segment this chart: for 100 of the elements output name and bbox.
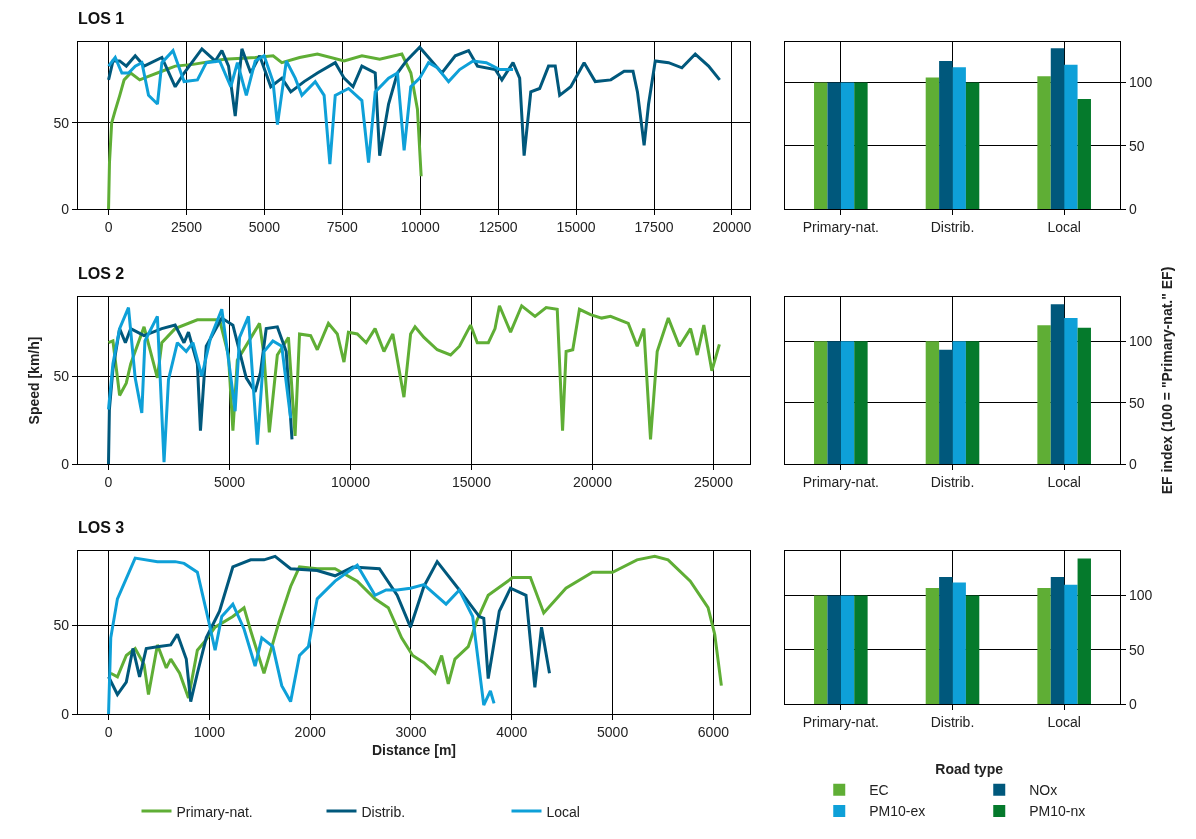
x-tick-label: 25000 bbox=[693, 474, 734, 490]
x-tick-label: 15000 bbox=[452, 474, 492, 490]
x-tick-label: 7500 bbox=[326, 219, 359, 235]
line-series bbox=[109, 554, 723, 700]
bar bbox=[840, 341, 855, 464]
bar bbox=[925, 587, 940, 704]
y-tick-label: 0 bbox=[1129, 695, 1137, 712]
x-tick-label: 2500 bbox=[170, 219, 203, 235]
bar bbox=[1037, 76, 1051, 209]
bar bbox=[965, 595, 980, 704]
x-tick-label: 10000 bbox=[331, 474, 371, 490]
x-tick-label: 0 bbox=[104, 474, 113, 490]
bar bbox=[952, 582, 966, 704]
bar bbox=[1077, 327, 1091, 464]
bar bbox=[827, 595, 841, 704]
chart-title: LOS 2 bbox=[78, 264, 125, 282]
bar bbox=[939, 60, 953, 209]
bar bbox=[1064, 584, 1078, 704]
x-tick-label: 12500 bbox=[478, 219, 518, 235]
x-tick-label: Primary-nat. bbox=[802, 474, 879, 490]
bar bbox=[965, 82, 980, 209]
x-tick-label: 20000 bbox=[573, 474, 613, 490]
legend-label: PM10-ex bbox=[869, 803, 926, 820]
x-tick-label: 10000 bbox=[400, 219, 440, 235]
bar bbox=[925, 341, 940, 464]
x-axis-title: Distance [m] bbox=[371, 742, 457, 759]
bar bbox=[939, 577, 953, 704]
legend-label: EC bbox=[869, 782, 889, 799]
x-tick-label: Primary-nat. bbox=[802, 714, 879, 730]
y-tick-label: 0 bbox=[61, 200, 70, 217]
bar bbox=[1064, 64, 1078, 209]
legend-label: Primary-nat. bbox=[176, 803, 253, 820]
x-tick-label: 5000 bbox=[213, 474, 246, 490]
y-tick-label: 0 bbox=[1129, 455, 1137, 472]
legend-label: Local bbox=[546, 803, 580, 820]
y-tick-label: 0 bbox=[61, 455, 70, 472]
bar bbox=[827, 341, 841, 464]
bar bbox=[840, 595, 855, 704]
bar bbox=[1064, 317, 1078, 464]
y-tick-label: 0 bbox=[1129, 200, 1137, 217]
x-tick-label: 1000 bbox=[193, 724, 226, 740]
y-tick-label: 50 bbox=[1129, 641, 1145, 658]
x-tick-label: Distrib. bbox=[930, 474, 975, 490]
x-tick-label: Distrib. bbox=[930, 714, 975, 730]
x-tick-label: Local bbox=[1047, 219, 1081, 235]
bar bbox=[1077, 558, 1091, 704]
x-tick-label: 0 bbox=[104, 724, 113, 740]
bar bbox=[814, 82, 828, 209]
bar bbox=[840, 82, 855, 209]
x-tick-label: 15000 bbox=[556, 219, 596, 235]
bar bbox=[1050, 48, 1065, 209]
bar bbox=[827, 82, 841, 209]
x-tick-label: 17500 bbox=[634, 219, 674, 235]
bar bbox=[814, 595, 828, 704]
bar bbox=[854, 82, 868, 209]
y-tick-label: 100 bbox=[1129, 333, 1153, 350]
legend-label: NOx bbox=[1029, 782, 1058, 799]
line-series bbox=[106, 304, 721, 441]
x-tick-label: 6000 bbox=[697, 724, 730, 740]
x-tick-label: 5000 bbox=[248, 219, 281, 235]
bar bbox=[854, 595, 868, 704]
bar bbox=[1037, 325, 1051, 464]
y-tick-label: 50 bbox=[53, 368, 70, 385]
x-tick-label: 4000 bbox=[496, 724, 528, 740]
bar bbox=[952, 341, 966, 464]
y-tick-label: 50 bbox=[1129, 394, 1145, 411]
legend-title: Road type bbox=[935, 761, 1004, 778]
legend-label: PM10-nx bbox=[1029, 803, 1086, 820]
y-axis-title: Speed [km/h] bbox=[26, 336, 43, 425]
bar bbox=[965, 341, 980, 464]
bar bbox=[1050, 304, 1065, 464]
line-series bbox=[107, 556, 496, 714]
x-tick-label: 0 bbox=[104, 219, 113, 235]
bar bbox=[1077, 98, 1091, 209]
chart-title: LOS 3 bbox=[78, 518, 125, 536]
y-tick-label: 100 bbox=[1129, 587, 1153, 604]
bar bbox=[939, 349, 953, 464]
bar bbox=[814, 341, 828, 464]
bar bbox=[1037, 587, 1051, 704]
line-series bbox=[107, 45, 722, 158]
y-tick-label: 100 bbox=[1129, 74, 1153, 91]
bar bbox=[925, 77, 940, 209]
y-tick-label: 50 bbox=[53, 617, 70, 634]
x-tick-label: Primary-nat. bbox=[802, 219, 879, 235]
x-tick-label: Distrib. bbox=[930, 219, 975, 235]
x-tick-label: 3000 bbox=[395, 724, 427, 740]
legend-label: Distrib. bbox=[361, 803, 406, 820]
y-axis-title: EF index (100 = "Primary-nat." EF) bbox=[1158, 266, 1175, 495]
bar bbox=[854, 341, 868, 464]
x-tick-label: Local bbox=[1047, 714, 1081, 730]
line-series bbox=[107, 49, 515, 166]
bar bbox=[952, 67, 966, 209]
line-series bbox=[107, 554, 551, 704]
chart-title: LOS 1 bbox=[78, 9, 125, 27]
bar bbox=[1050, 577, 1065, 704]
x-tick-label: 2000 bbox=[294, 724, 326, 740]
y-tick-label: 50 bbox=[1129, 137, 1145, 154]
x-tick-label: 5000 bbox=[597, 724, 629, 740]
y-tick-label: 50 bbox=[53, 114, 70, 131]
x-tick-label: 20000 bbox=[712, 219, 752, 235]
